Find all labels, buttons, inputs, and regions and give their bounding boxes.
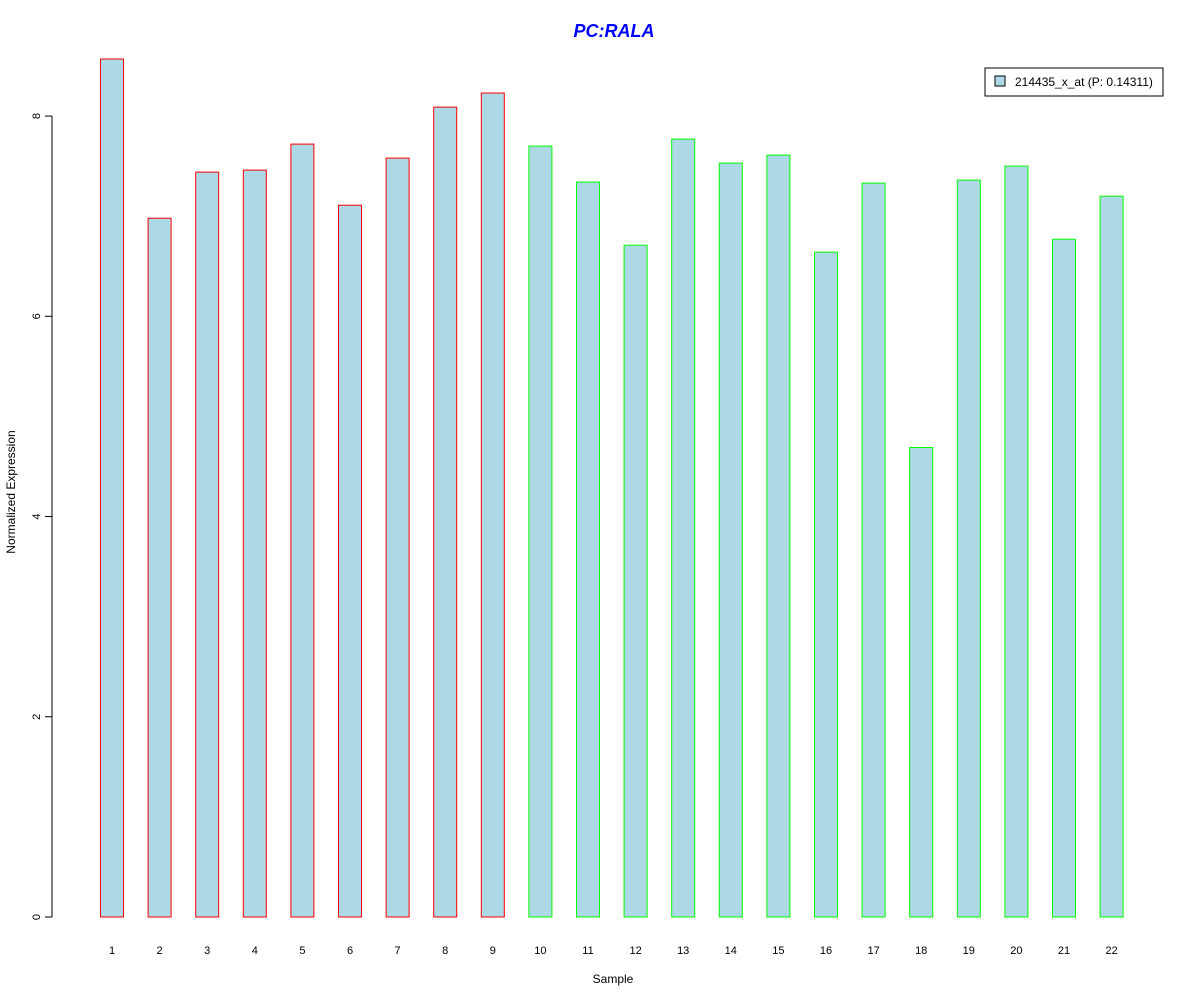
x-tick-label: 17	[867, 945, 879, 957]
x-tick-label: 1	[109, 945, 115, 957]
x-tick-label: 11	[582, 945, 593, 957]
bar-sample-7	[385, 157, 410, 918]
x-tick-label: 10	[534, 945, 546, 957]
x-tick-label: 6	[347, 945, 353, 957]
legend-label: 214435_x_at (P: 0.14311)	[1015, 75, 1153, 89]
y-axis-title: Normalized Expression	[4, 430, 18, 553]
x-tick-label: 22	[1105, 945, 1117, 957]
bar-sample-15	[766, 154, 791, 918]
y-tick-label: 2	[31, 714, 43, 720]
x-tick-label: 13	[677, 945, 689, 957]
bar-sample-1	[100, 58, 124, 918]
bar-sample-19	[956, 179, 981, 918]
bar-sample-6	[338, 204, 362, 918]
x-tick-label: 8	[442, 945, 448, 957]
x-tick-label: 21	[1058, 945, 1070, 957]
x-tick-label: 5	[299, 945, 305, 957]
x-tick-label: 9	[490, 945, 496, 957]
y-tick-label: 4	[31, 513, 43, 519]
x-tick-label: 7	[395, 945, 401, 957]
x-tick-label: 4	[252, 945, 258, 957]
x-tick-labels: 1 2 3 4 5 6 7 8 9 10 11 12 13 14 15 16 17 18 19 20 21 22	[109, 945, 1118, 957]
legend-swatch	[994, 75, 1006, 87]
x-axis-title: Sample	[593, 972, 634, 986]
y-tick-label: 8	[31, 113, 43, 119]
bar-sample-4	[242, 169, 267, 918]
x-tick-label: 14	[725, 945, 737, 957]
bar-sample-13	[671, 138, 696, 918]
bar-sample-21	[1052, 238, 1076, 918]
chart-title: PC:RALA	[574, 21, 655, 41]
bar-sample-8	[433, 106, 458, 918]
x-tick-label: 3	[204, 945, 210, 957]
legend-box	[984, 67, 1164, 97]
bar-sample-3	[195, 171, 220, 918]
bar-sample-9	[480, 92, 505, 918]
bar-sample-10	[528, 145, 553, 918]
x-tick-label: 2	[157, 945, 163, 957]
bar-sample-11	[576, 181, 600, 918]
y-axis: 0 2 4 6 8	[31, 113, 53, 920]
bar-sample-16	[814, 251, 838, 918]
x-tick-label: 12	[629, 945, 641, 957]
legend: 214435_x_at (P: 0.14311)	[984, 67, 1164, 97]
bar-sample-2	[147, 217, 172, 918]
bar-sample-22	[1099, 195, 1124, 918]
x-tick-label: 16	[820, 945, 832, 957]
bar-sample-17	[861, 182, 886, 918]
x-tick-label: 20	[1010, 945, 1022, 957]
bar-sample-14	[718, 162, 743, 918]
bars-group	[100, 58, 1124, 918]
x-tick-label: 19	[963, 945, 975, 957]
x-tick-label: 18	[915, 945, 927, 957]
y-tick-label: 6	[31, 313, 43, 319]
y-tick-label: 0	[31, 914, 43, 920]
bar-sample-20	[1004, 165, 1029, 918]
bar-sample-18	[909, 447, 934, 918]
x-tick-label: 15	[772, 945, 784, 957]
bar-sample-5	[290, 143, 315, 918]
bar-sample-12	[623, 244, 648, 918]
